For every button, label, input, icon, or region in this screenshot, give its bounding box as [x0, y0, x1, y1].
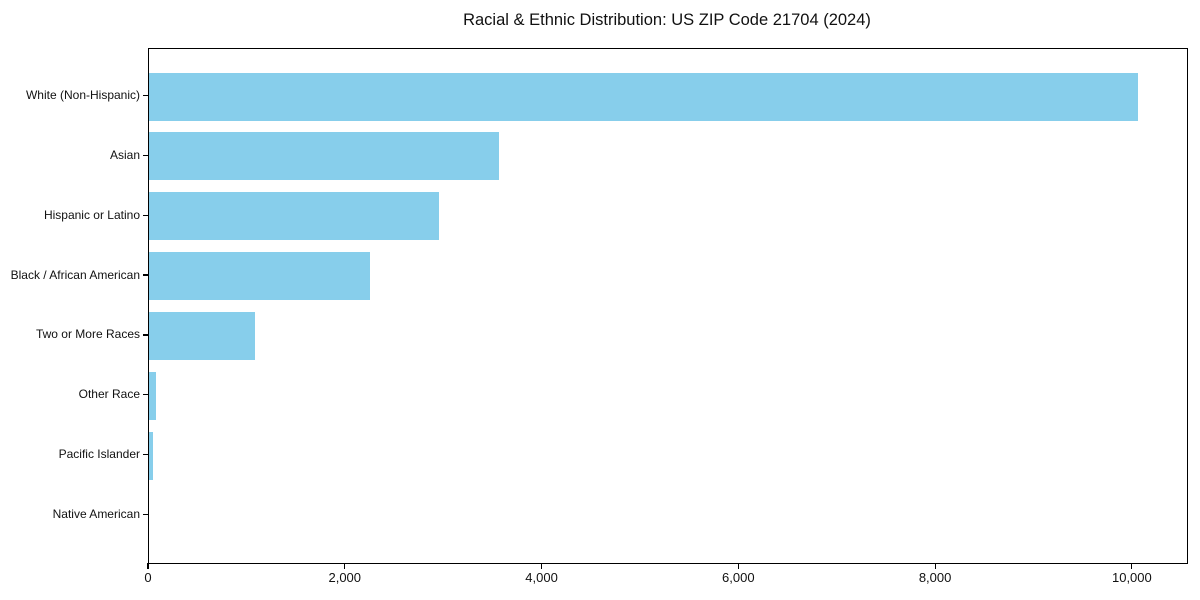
x-tick-label: 6,000	[722, 570, 755, 585]
chart-title: Racial & Ethnic Distribution: US ZIP Cod…	[463, 11, 871, 29]
bar	[149, 311, 256, 360]
y-tick-label: Asian	[109, 147, 140, 162]
x-tick-label: 8,000	[918, 570, 952, 585]
x-tick-mark	[344, 563, 346, 569]
y-tick-label: White (Non-Hispanic)	[25, 88, 140, 102]
bar	[149, 192, 440, 241]
y-tick-mark	[143, 274, 148, 276]
x-tick-label: 10,000	[1111, 570, 1152, 585]
x-tick-label: 2,000	[328, 570, 362, 585]
y-tick-mark	[143, 214, 148, 216]
x-tick-mark	[737, 563, 739, 569]
y-tick-label: Pacific Islander	[58, 447, 140, 462]
y-tick-label: Other Race	[78, 387, 140, 402]
y-tick-mark	[143, 94, 148, 97]
y-tick-label: Native American	[52, 506, 140, 521]
x-tick-mark	[147, 563, 149, 569]
bar	[149, 431, 153, 480]
x-tick-mark	[540, 563, 543, 569]
x-tick-mark	[1131, 563, 1133, 569]
bar	[149, 132, 500, 181]
x-tick-mark	[934, 563, 936, 569]
y-tick-mark	[143, 394, 148, 396]
bar	[149, 252, 371, 301]
y-tick-mark	[143, 154, 148, 156]
y-tick-label: Black / African American	[10, 267, 140, 282]
x-tick-label: 0	[144, 570, 152, 585]
y-tick-mark	[143, 513, 148, 516]
y-tick-mark	[143, 454, 148, 456]
x-tick-label: 4,000	[525, 570, 558, 585]
bar	[149, 371, 156, 420]
plot-area	[148, 48, 1188, 564]
y-tick-mark	[143, 334, 148, 336]
bar	[149, 72, 1138, 121]
y-tick-label: Hispanic or Latino	[43, 207, 140, 222]
y-tick-label: Two or More Races	[35, 327, 140, 342]
